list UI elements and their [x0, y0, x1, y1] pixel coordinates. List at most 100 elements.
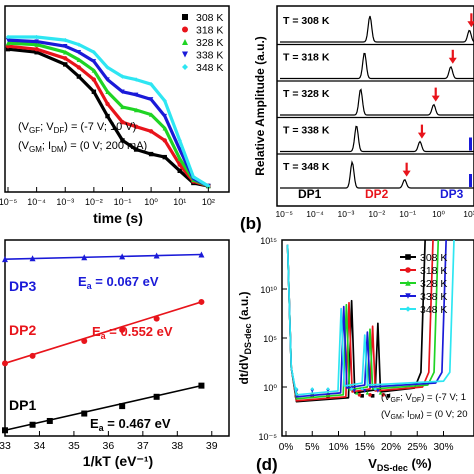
- panel-a-x-tick-label: 10⁻¹: [114, 197, 132, 207]
- panel-d-series-line: [286, 239, 455, 396]
- panel-a-data-point: [63, 50, 68, 55]
- panel-a-data-point: [63, 62, 68, 67]
- panel-a-data-point: [105, 65, 110, 70]
- panel-b-dp3-label: DP3: [440, 187, 464, 201]
- panel-b-dp2-arrow-head: [448, 57, 457, 64]
- panel-c-data-point: [2, 360, 8, 367]
- panel-a-legend-marker: [182, 51, 188, 58]
- panel-a-legend-label: 308 K: [196, 12, 223, 24]
- panel-a-data-point: [91, 50, 97, 55]
- panel-a-data-point: [76, 74, 82, 79]
- panel-d-curves: [286, 239, 455, 403]
- panel-d-data-point: [378, 391, 383, 395]
- panel-d-legend-label: 308 K: [420, 252, 447, 264]
- panel-a-data-point: [120, 89, 125, 94]
- panel-c-activation-energy: Ea = 0.552 eV: [92, 324, 173, 341]
- panel-d-data-point: [362, 389, 367, 393]
- panel-c-fit-line: [4, 253, 202, 260]
- panel-b-dp2-label: DP2: [365, 187, 389, 201]
- panel-a-data-point: [105, 113, 110, 119]
- panel-a-legend-label: 328 K: [196, 37, 223, 49]
- panel-d-data-point: [326, 387, 330, 391]
- panel-d-legend-marker: [405, 280, 411, 286]
- panel-c-series-label: DP2: [9, 322, 36, 338]
- panel-c-activation-energy: Ea = 0.067 eV: [78, 274, 159, 291]
- panel-a-x-tick-label: 10⁻²: [85, 197, 103, 207]
- panel-c-data-point: [198, 382, 205, 389]
- panel-c-data-point: [198, 298, 205, 305]
- panel-d-legend-label: 318 K: [420, 265, 447, 277]
- panel-a-data-point: [120, 74, 125, 79]
- panel-a-data-point: [5, 40, 11, 46]
- panel-b-row-label: T = 338 K: [283, 125, 330, 137]
- panel-c-series: DP3 Ea = 0.067 eV DP2 Ea = 0.552 eV DP1 Ea = …: [2, 251, 205, 434]
- panel-a-data-point: [34, 34, 39, 40]
- panel-c-x-tick-label: 39: [206, 440, 218, 452]
- panel-d-x-axis-label: VDS-dec (%): [368, 456, 432, 473]
- panel-d-data-point: [349, 387, 354, 391]
- panel-a-x-tick-label: 10⁻³: [56, 197, 74, 207]
- panel-c-data-point: [153, 393, 160, 400]
- panel-c-x-tick-label: 35: [68, 440, 80, 452]
- panel-a-x-tick-label: 10⁰: [144, 197, 158, 207]
- panel-a-data-point: [133, 77, 139, 82]
- panel-c-fit-line: [4, 301, 202, 365]
- panel-a-data-point: [148, 112, 154, 117]
- panel-d-data-point: [360, 387, 364, 391]
- panel-a-legend-marker: [182, 14, 188, 20]
- panel-a-x-ticks: 10⁻⁵ 10⁻⁴ 10⁻³ 10⁻² 10⁻¹ 10⁰ 10¹ 10²: [0, 187, 215, 207]
- panel-a-curves: [5, 34, 211, 189]
- panel-b-row-label: T = 328 K: [283, 88, 330, 100]
- panel-a-data-point: [148, 129, 154, 134]
- panel-c-data-point: [2, 427, 8, 434]
- panel-a-data-point: [5, 47, 11, 52]
- panel-a-data-point: [76, 57, 82, 63]
- panel-d-series-line: [286, 239, 434, 402]
- panel-d-data-point: [355, 391, 359, 395]
- panel-d-data-point: [381, 393, 385, 397]
- panel-a-data-point: [177, 147, 182, 152]
- panel-c-series-label: DP3: [9, 278, 36, 294]
- panel-c-data-point: [29, 352, 36, 359]
- panel-d-legend-marker: [405, 306, 411, 312]
- panel-c-data-point: [81, 338, 88, 344]
- panel-c-data-point: [153, 252, 160, 259]
- panel-a-data-point: [162, 98, 167, 104]
- panel-a-data-point: [177, 162, 182, 167]
- panel-a-legend-label: 338 K: [196, 50, 223, 62]
- panel-d-y-tick-label: 10⁵: [263, 334, 277, 344]
- panel-b-dp2-arrow-head: [467, 21, 474, 28]
- panel-d-data-point: [386, 394, 391, 398]
- panel-d-x-tick-label: 0%: [279, 442, 294, 453]
- panel-c-fit-line: [4, 384, 202, 432]
- panel-a-frame: [4, 5, 230, 193]
- panel-c-data-point: [2, 256, 8, 263]
- panel-a-annotation-line2: (VGM; IDM) = (0 V; 200 mA): [18, 140, 147, 154]
- panel-a-x-tick-label: 10²: [202, 197, 215, 207]
- panel-d-legend-label: 338 K: [420, 291, 447, 303]
- panel-a-data-point: [63, 56, 68, 61]
- panel-a-data-point: [34, 39, 39, 44]
- panel-d-x-tick-label: 10%: [328, 442, 348, 453]
- panel-d-data-point: [310, 387, 315, 391]
- panel-d-x-ticks: 0% 5% 10% 15% 20% 25% 30%: [279, 431, 454, 453]
- panel-d-x-tick-label: 5%: [305, 442, 320, 453]
- panel-b-row-label: T = 348 K: [283, 161, 330, 173]
- panel-b-rows: T = 308 K T = 318 K T = 328 K T = 338 K T = …: [277, 13, 474, 189]
- panel-d-legend-marker: [405, 293, 411, 299]
- panel-b-x-tick-label: 10⁻⁴: [306, 209, 324, 219]
- panel-a-data-point: [34, 47, 39, 52]
- panel-a-legend-marker: [182, 64, 188, 70]
- panel-c-data-point: [81, 254, 88, 261]
- panel-d: 10¹⁵ 10¹⁰ 10⁵ 10⁰ 10⁻⁵ 0% 5% 10% 15% 20% 25% 30% 3…: [237, 236, 474, 474]
- panel-c-x-tick-label: 34: [34, 440, 46, 452]
- panel-a-data-point: [206, 183, 211, 189]
- panel-d-x-tick-label: 15%: [355, 442, 375, 453]
- panel-a-x-tick-label: 10⁻⁵: [0, 197, 18, 207]
- panel-c-x-axis-label: 1/kT (eV⁻¹): [83, 453, 153, 469]
- panel-a-data-point: [91, 59, 97, 64]
- panel-d-x-tick-label: 30%: [433, 442, 453, 453]
- panel-c-data-point: [198, 251, 205, 258]
